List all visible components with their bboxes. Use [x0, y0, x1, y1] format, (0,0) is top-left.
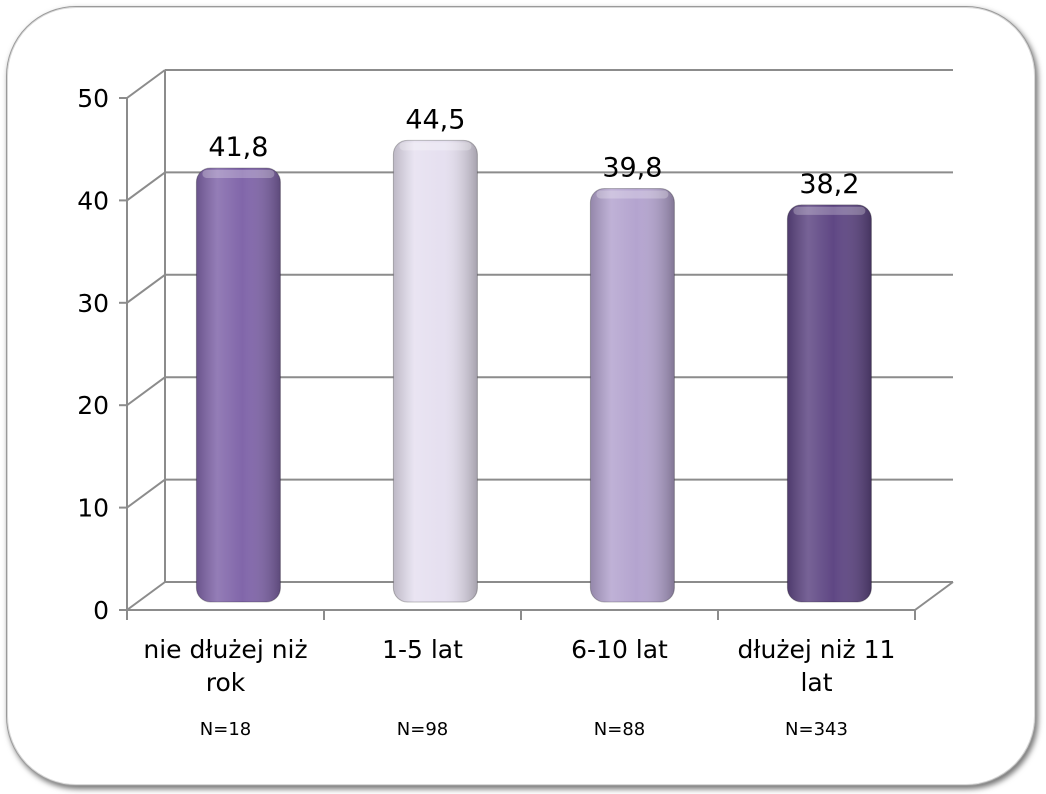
- x-category-label: rok: [206, 668, 246, 697]
- bar-shading: [393, 140, 478, 602]
- gridline-side: [126, 478, 166, 509]
- data-label: 38,2: [799, 169, 859, 200]
- y-tick-label: 50: [77, 84, 109, 113]
- x-category-label: nie dłużej niż: [143, 635, 307, 664]
- gridline-side: [126, 273, 166, 304]
- gridline-side: [126, 581, 166, 611]
- y-tick-label: 0: [93, 596, 109, 625]
- x-category-label: 1-5 lat: [382, 635, 463, 664]
- sample-size-label: N=18: [200, 719, 251, 740]
- bar-3: [589, 187, 675, 603]
- sample-size-label: N=98: [397, 719, 448, 740]
- gridline-side: [126, 69, 166, 99]
- bar-2: [392, 139, 478, 603]
- gridline-side: [126, 171, 166, 202]
- bar-shading: [196, 167, 281, 602]
- y-tick-label: 10: [77, 494, 109, 523]
- bar-4: [786, 204, 872, 603]
- y-tick-label: 30: [77, 289, 109, 318]
- y-tick-label: 40: [77, 186, 109, 215]
- labels: 0 10 20 30 40 50 41,8 nie dłużej niż rok N=18 44,5…: [77, 84, 895, 740]
- bar-shading: [590, 188, 675, 602]
- x-category-label: 6-10 lat: [571, 635, 668, 664]
- y-tick-label: 20: [77, 391, 109, 420]
- bar-top-highlight: [399, 142, 472, 151]
- bar-1: [195, 167, 281, 603]
- bar-top-highlight: [202, 169, 275, 178]
- bar-top-highlight: [596, 190, 669, 199]
- data-label: 44,5: [405, 104, 465, 135]
- sample-size-label: N=343: [785, 719, 848, 740]
- sample-size-label: N=88: [594, 719, 645, 740]
- data-label: 39,8: [602, 152, 662, 183]
- bar-top-highlight: [793, 206, 866, 215]
- bars: [195, 139, 872, 603]
- floor-right-edge: [914, 581, 954, 611]
- x-category-label: dłużej niż 11: [738, 635, 896, 664]
- axes: [119, 70, 954, 620]
- bar-shading: [787, 204, 872, 602]
- data-label: 41,8: [208, 132, 268, 163]
- x-category-label: lat: [800, 668, 832, 697]
- gridline-side: [126, 376, 166, 407]
